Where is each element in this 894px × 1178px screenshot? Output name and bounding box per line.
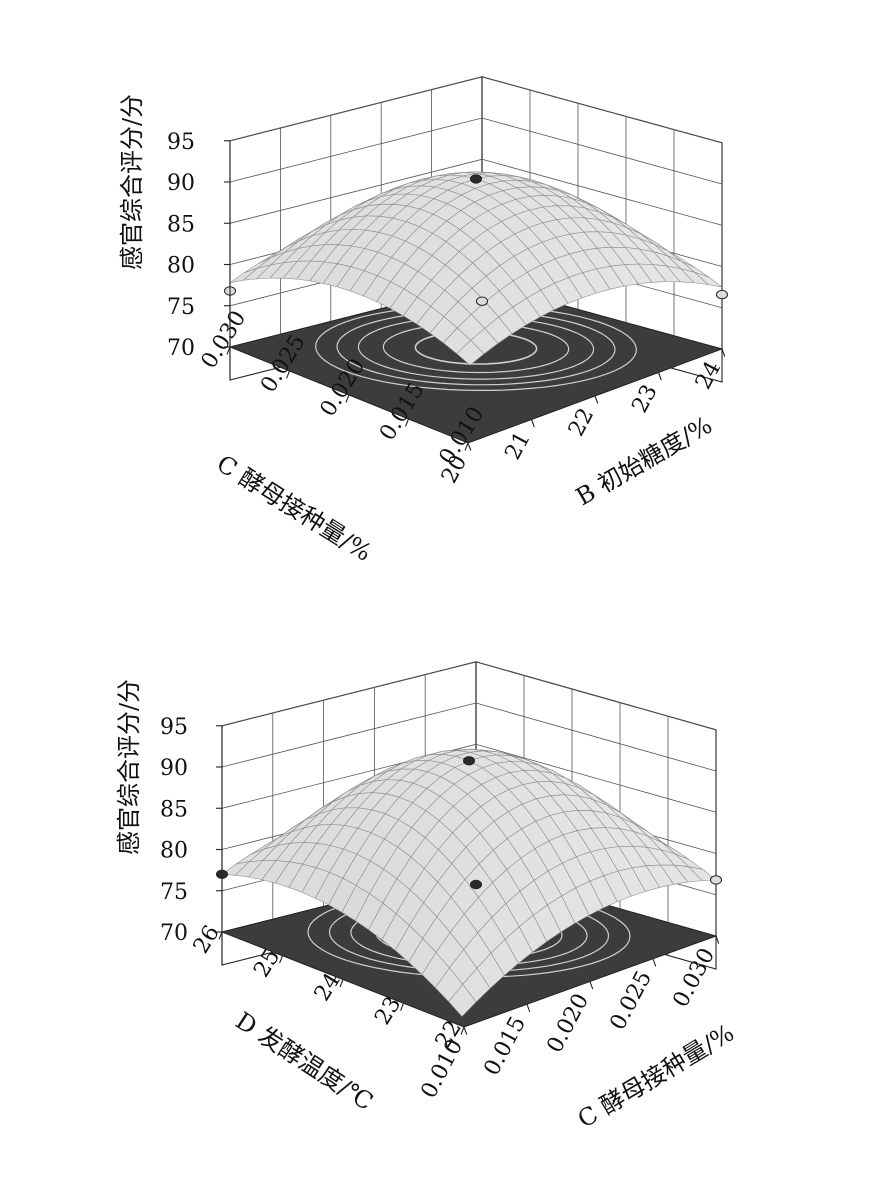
y-tick-mark <box>526 1004 531 1012</box>
z-axis-title: 感官综合评分/分 <box>115 679 143 855</box>
z-tick-label: 70 <box>167 336 195 361</box>
floor-contours <box>314 305 638 391</box>
surface-cell <box>456 340 485 366</box>
z-tick-label: 75 <box>160 880 188 905</box>
wall-gridline-z <box>229 76 723 144</box>
design-point <box>470 879 482 890</box>
x-tick-label: 26 <box>189 921 225 958</box>
x-tick-mark <box>460 1026 465 1035</box>
x-tick-mark <box>279 955 284 964</box>
design-point <box>476 296 488 306</box>
contour-line <box>314 305 638 391</box>
x-tick-mark <box>404 418 410 427</box>
x-tick-label: 0.030 <box>197 307 252 374</box>
y-tick-mark <box>530 419 535 428</box>
design-point <box>716 289 728 300</box>
y-tick-label: 22 <box>564 404 599 440</box>
design-point <box>463 756 475 766</box>
z-tick-label: 75 <box>167 295 195 320</box>
z-tick-label: 85 <box>160 797 188 822</box>
y-tick-mark <box>463 1026 468 1035</box>
y-tick-mark <box>721 348 726 357</box>
x-axis-title: D 发酵温度/℃ <box>231 1007 379 1116</box>
response-surface <box>229 171 723 366</box>
y-tick-label: 24 <box>691 357 726 393</box>
x-tick-mark <box>400 1003 405 1011</box>
contour-line <box>382 322 570 374</box>
contour-line <box>357 316 595 380</box>
z-tick-label: 95 <box>160 715 188 740</box>
wall-gridline-z <box>229 117 723 185</box>
wall-gridline-z <box>221 702 717 772</box>
x-tick-mark <box>345 394 350 403</box>
y-tick-mark <box>467 442 472 451</box>
y-tick-mark <box>594 395 599 404</box>
y-tick-mark <box>657 372 662 381</box>
contour-line <box>414 331 538 365</box>
x-tick-mark <box>285 370 291 379</box>
design-point <box>710 875 722 885</box>
z-tick-label: 90 <box>160 756 188 781</box>
design-point <box>470 174 482 184</box>
wall-gridline-z <box>229 158 723 226</box>
surface-cell <box>448 983 477 1017</box>
wall-gridline-z <box>221 661 717 731</box>
x-tick-mark <box>464 442 469 451</box>
x-tick-mark <box>339 979 344 988</box>
y-tick-label: 0.010 <box>416 1035 468 1102</box>
y-tick-mark <box>589 981 594 990</box>
y-tick-label: 0.025 <box>605 967 657 1034</box>
x-tick-mark <box>218 931 223 940</box>
z-tick-label: 90 <box>167 171 195 196</box>
x-axis-title: C 酵母接种量/% <box>212 449 377 566</box>
z-tick-label: 95 <box>167 130 195 155</box>
y-tick-label: 23 <box>627 381 662 417</box>
wall-gridline-z <box>221 743 717 813</box>
z-tick-label: 85 <box>167 212 195 237</box>
x-tick-mark <box>226 346 231 355</box>
y-tick-mark <box>715 935 720 944</box>
z-tick-label: 70 <box>160 921 188 946</box>
contour-line <box>336 310 616 386</box>
y-axis-title: C 酵母接种量/% <box>573 1019 739 1134</box>
y-tick-label: 21 <box>500 428 535 464</box>
y-tick-label: 0.030 <box>668 944 720 1011</box>
z-axis-title: 感官综合评分/分 <box>118 94 146 270</box>
z-tick-label: 80 <box>167 254 195 279</box>
y-tick-label: 0.020 <box>542 990 594 1057</box>
z-tick-label: 80 <box>160 839 188 864</box>
response-surface <box>221 748 717 1017</box>
y-tick-label: 0.015 <box>479 1012 531 1079</box>
y-tick-mark <box>652 958 657 967</box>
